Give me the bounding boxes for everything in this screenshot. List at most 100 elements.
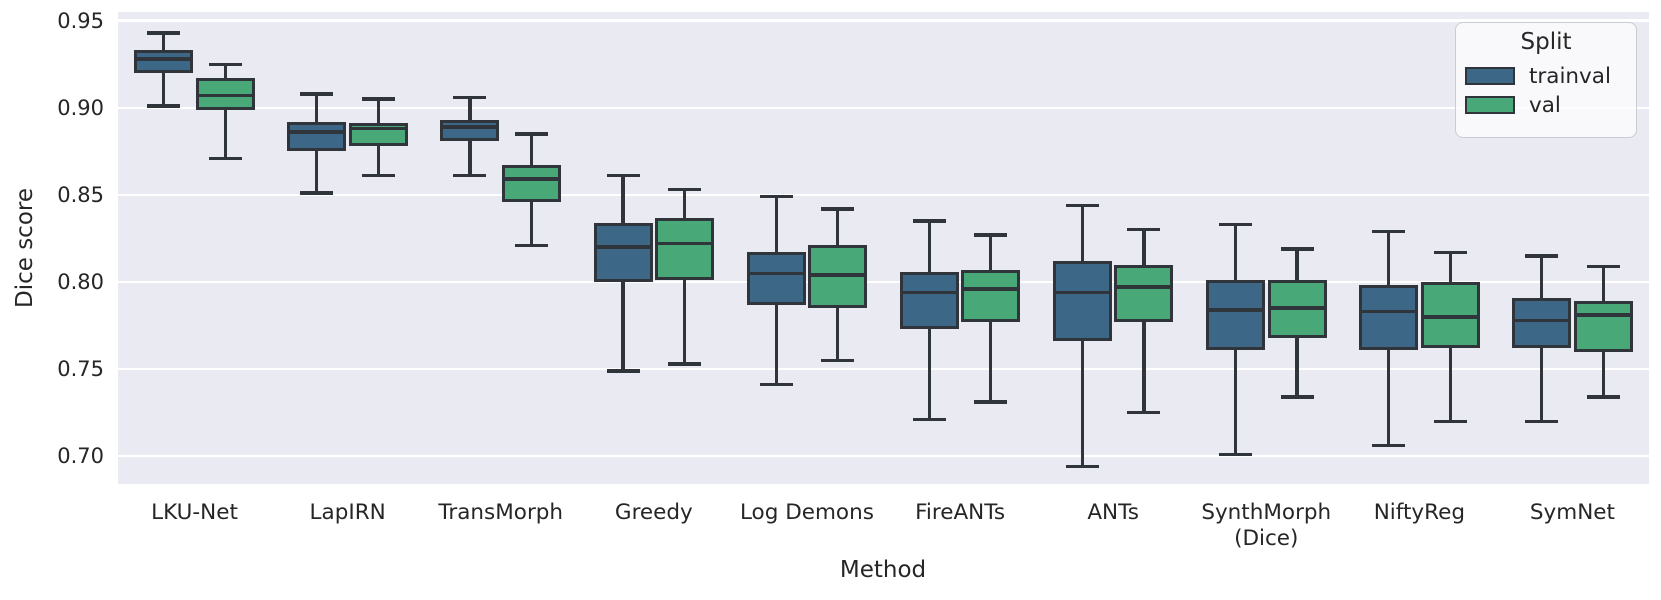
- plot-area: [118, 12, 1649, 484]
- boxplot-median: [1362, 309, 1416, 314]
- boxplot-box-trainval: [593, 222, 653, 282]
- boxplot-box-val: [655, 217, 715, 281]
- y-tick-label: 0.75: [57, 357, 104, 382]
- boxplot-median: [1270, 306, 1324, 310]
- boxplot-cap: [1065, 203, 1099, 208]
- boxplot-median: [198, 93, 252, 98]
- boxplot-cap: [974, 400, 1008, 404]
- boxplot-median: [351, 126, 405, 131]
- boxplot-cap: [1065, 464, 1099, 469]
- boxplot-median: [964, 287, 1018, 291]
- y-tick-label: 0.90: [57, 95, 104, 120]
- boxplot-cap: [1586, 395, 1620, 399]
- y-tick-label: 0.80: [57, 269, 104, 294]
- gridline: [118, 367, 1649, 371]
- boxplot-box-trainval: [287, 121, 347, 152]
- x-tick-label: Log Demons: [739, 500, 874, 525]
- boxplot-median: [596, 245, 650, 249]
- boxplot-cap: [361, 173, 395, 178]
- boxplot-median: [505, 177, 559, 181]
- gridline: [118, 19, 1649, 22]
- boxplot-cap: [208, 156, 242, 161]
- boxplot-box-val: [961, 269, 1021, 323]
- boxplot-cap: [1127, 227, 1161, 232]
- y-tick-label: 0.70: [57, 444, 104, 469]
- boxplot-box-trainval: [440, 119, 500, 141]
- x-tick-label: LKU-Net: [151, 500, 238, 525]
- boxplot-cap: [515, 132, 549, 136]
- boxplot-cap: [1127, 410, 1161, 415]
- x-tick-label: NiftyReg: [1373, 500, 1465, 525]
- val-swatch-icon: [1465, 96, 1515, 114]
- boxplot-cap: [1372, 443, 1406, 448]
- boxplot-cap: [912, 219, 946, 223]
- legend: Split trainval val: [1455, 22, 1637, 138]
- boxplot-box-trainval: [746, 252, 806, 305]
- boxplot-median: [1208, 308, 1262, 312]
- boxplot-cap: [453, 95, 487, 100]
- boxplot-cap: [300, 191, 334, 195]
- boxplot-median: [443, 125, 497, 129]
- boxplot-median: [1515, 318, 1569, 323]
- boxplot-box-trainval: [134, 50, 194, 73]
- boxplot-cap: [668, 187, 702, 192]
- x-tick-label: LapIRN: [309, 500, 386, 525]
- boxplot-cap: [759, 382, 793, 387]
- boxplot-cap: [606, 173, 640, 178]
- boxplot-cap: [208, 62, 242, 66]
- boxplot-box-val: [1573, 301, 1633, 352]
- boxplot-cap: [361, 97, 395, 101]
- y-tick-label: 0.95: [57, 8, 104, 33]
- boxplot-cap: [1525, 419, 1559, 424]
- boxplot-median: [1576, 313, 1630, 317]
- boxplot-median: [902, 290, 956, 295]
- boxplot-cap: [1433, 250, 1467, 255]
- legend-entry-val: val: [1465, 93, 1636, 118]
- x-tick-label: SynthMorph (Dice): [1201, 500, 1332, 551]
- boxplot-box-val: [502, 165, 562, 202]
- trainval-swatch-icon: [1465, 67, 1515, 85]
- gridline: [118, 106, 1649, 110]
- boxplot-median: [1117, 285, 1171, 289]
- boxplot-cap: [300, 92, 334, 96]
- legend-entry-trainval: trainval: [1465, 63, 1636, 89]
- x-tick-label: SymNet: [1529, 500, 1615, 525]
- boxplot-cap: [1586, 264, 1620, 269]
- boxplot-cap: [1280, 247, 1314, 251]
- x-tick-label: FireANTs: [915, 500, 1006, 525]
- gridline: [118, 193, 1649, 197]
- boxplot-cap: [147, 104, 181, 108]
- x-tick-label: TransMorph: [438, 500, 564, 525]
- boxplot-cap: [974, 233, 1008, 237]
- boxplot-median: [1423, 315, 1477, 319]
- boxplot-cap: [821, 358, 855, 363]
- boxplot-cap: [1280, 395, 1314, 399]
- boxplot-cap: [759, 194, 793, 199]
- boxplot-median: [749, 271, 803, 275]
- boxplot-box-trainval: [1052, 261, 1112, 342]
- legend-title: Split: [1520, 29, 1572, 55]
- boxplot-cap: [821, 207, 855, 211]
- boxplot-box-trainval: [1512, 297, 1572, 349]
- boxplot-median: [811, 273, 865, 277]
- boxplot-cap: [1372, 229, 1406, 234]
- boxplot-median: [290, 130, 344, 134]
- boxplot-cap: [1218, 222, 1252, 227]
- gridline: [118, 454, 1649, 458]
- boxplot-cap: [912, 417, 946, 422]
- boxplot-cap: [1525, 254, 1559, 258]
- x-tick-label: ANTs: [1087, 500, 1139, 525]
- y-tick-label: 0.85: [57, 182, 104, 207]
- boxplot-median: [137, 57, 191, 61]
- boxplot-cap: [668, 362, 702, 366]
- boxplot-cap: [606, 369, 640, 373]
- gridline: [118, 280, 1649, 284]
- boxplot-box-val: [1420, 281, 1480, 349]
- x-tick-label: Greedy: [614, 500, 693, 525]
- legend-label-trainval: trainval: [1529, 63, 1611, 89]
- boxplot-box-trainval: [1205, 280, 1265, 350]
- boxplot-box-val: [1114, 264, 1174, 322]
- boxplot-cap: [453, 173, 487, 178]
- boxplot-median: [1055, 290, 1109, 295]
